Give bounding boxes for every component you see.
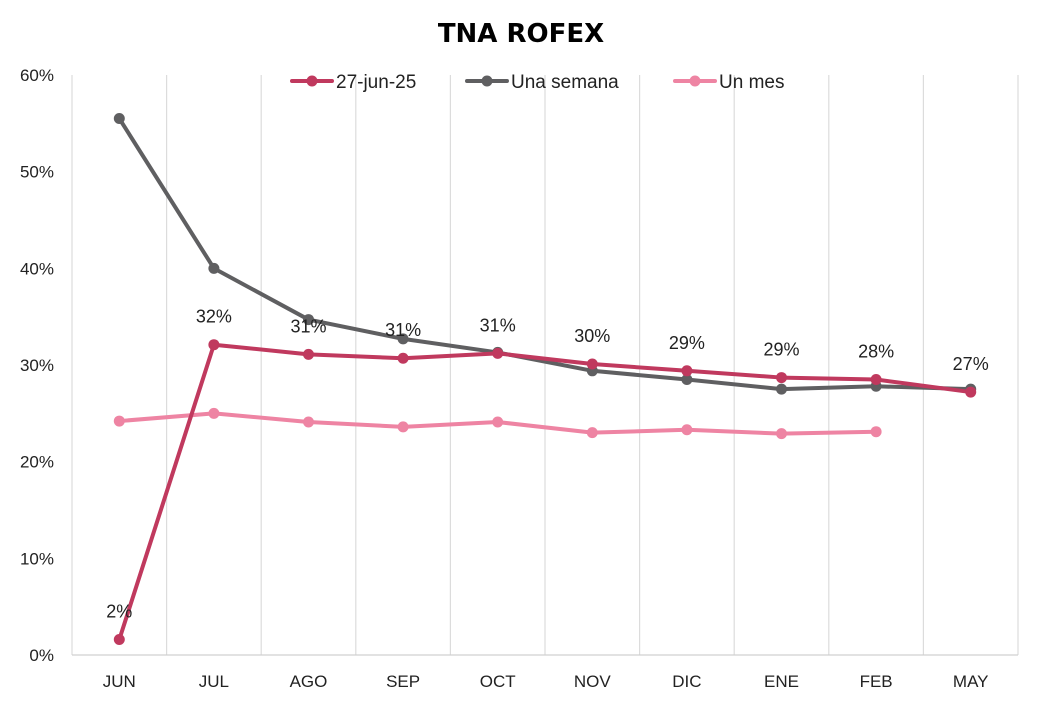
data-label: 31% [385, 320, 421, 340]
y-tick-label: 0% [29, 646, 54, 665]
data-point [397, 421, 409, 433]
legend: 27-jun-25 Una semana Un mes [290, 72, 784, 93]
chart-title: TNA ROFEX [438, 19, 604, 49]
data-point [113, 113, 125, 124]
x-tick-label: FEB [860, 672, 893, 691]
data-point [208, 262, 220, 274]
y-tick-label: 30% [20, 356, 54, 375]
data-point [113, 634, 125, 646]
series-27-jun-25 [113, 339, 977, 646]
data-point [303, 314, 314, 326]
data-label: 31% [480, 315, 516, 335]
data-point [397, 352, 409, 364]
legend-item: Un mes [673, 72, 784, 93]
x-tick-label: JUN [103, 672, 136, 691]
series-line [117, 342, 973, 642]
legend-swatch-marker [481, 75, 493, 87]
x-tick-label: OCT [480, 672, 516, 691]
x-tick-label: NOV [574, 672, 612, 691]
legend-item: Una semana [465, 72, 619, 93]
x-tick-label: SEP [386, 672, 420, 691]
data-labels: 2% 32% 31% 31% 31% 30% 29% 29% 28% 27% [106, 307, 988, 622]
data-point [303, 348, 314, 360]
x-tick-label: AGO [290, 672, 328, 691]
x-tick-label: JUL [199, 672, 229, 691]
y-tick-label: 10% [20, 549, 54, 568]
legend-item: 27-jun-25 [290, 72, 416, 93]
y-tick-label: 20% [20, 453, 54, 472]
y-axis: 0% 10% 20% 30% 40% 50% 60% [20, 66, 54, 665]
data-point [681, 424, 693, 436]
x-axis: JUN JUL AGO SEP OCT NOV DIC ENE FEB MAY [103, 672, 989, 691]
series-line [117, 116, 973, 392]
y-tick-label: 40% [20, 259, 54, 278]
data-point [870, 426, 882, 438]
y-tick-label: 50% [20, 163, 54, 182]
data-point [397, 333, 409, 345]
x-tick-label: DIC [672, 672, 701, 691]
data-point [208, 339, 220, 351]
legend-swatch-marker [306, 75, 318, 87]
data-label: 30% [574, 326, 610, 346]
data-point [681, 365, 693, 377]
data-point [492, 416, 504, 428]
grid-lines [71, 75, 1019, 656]
legend-label: Una semana [511, 72, 619, 93]
legend-label: Un mes [719, 72, 784, 93]
data-point [303, 416, 314, 428]
data-point [113, 415, 125, 427]
x-tick-label: ENE [764, 672, 799, 691]
data-label: 29% [763, 340, 799, 360]
data-point [492, 347, 504, 359]
data-point [776, 383, 787, 395]
data-label: 28% [858, 342, 894, 362]
data-point [208, 407, 220, 419]
data-point [586, 427, 598, 439]
data-point [870, 374, 882, 385]
data-point [776, 372, 787, 384]
data-point [681, 374, 693, 385]
data-label: 31% [290, 316, 326, 336]
data-point [586, 358, 598, 370]
data-point [965, 386, 977, 398]
legend-label: 27-jun-25 [336, 72, 416, 93]
series-un-mes [113, 407, 882, 440]
data-label: 32% [196, 307, 232, 327]
data-label: 2% [106, 602, 132, 622]
data-point [776, 428, 787, 440]
y-tick-label: 60% [20, 66, 54, 85]
data-label: 27% [953, 354, 989, 374]
legend-swatch-marker [689, 75, 701, 87]
x-tick-label: MAY [953, 672, 989, 691]
series-group [113, 113, 977, 646]
data-label: 29% [669, 333, 705, 353]
